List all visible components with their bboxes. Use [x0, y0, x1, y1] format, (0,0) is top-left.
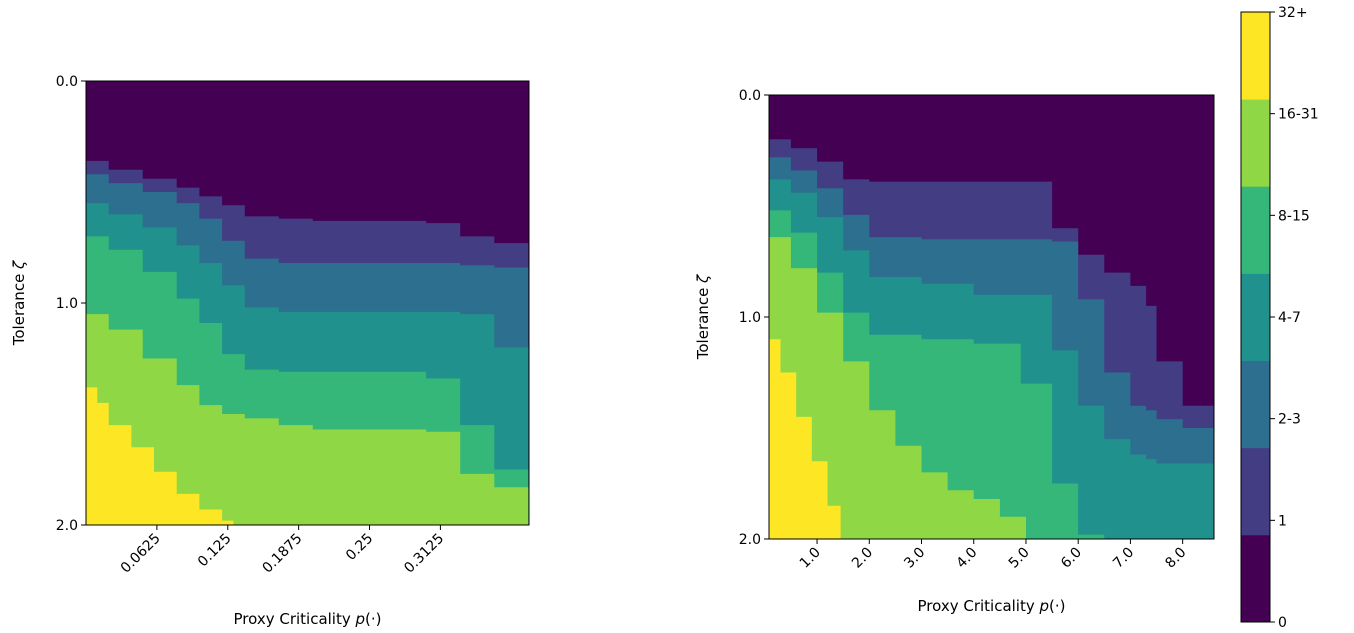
y-tick-label: 0.0 [739, 88, 761, 104]
x-tick-label: 8.0 [1162, 545, 1189, 572]
y-axis-label: Tolerance ζ [694, 274, 712, 360]
x-axis-label: Proxy Criticality p(·) [917, 597, 1065, 615]
x-tick-label: 4.0 [954, 545, 981, 572]
colorbar-swatch-32+ [1241, 12, 1270, 100]
colorbar-swatch-0 [1241, 534, 1270, 623]
left-heatmap-panel: 0.0 1.0 2.0 0.0625 0.125 0.1875 0.25 0.3125 Prox… [10, 74, 530, 628]
colorbar-tick-label: 16-31 [1278, 107, 1319, 123]
y-tick-label: 1.0 [739, 310, 761, 326]
y-axis-label: Tolerance ζ [10, 260, 28, 346]
heatmap-regions [769, 95, 1214, 539]
x-tick-label: 6.0 [1058, 545, 1085, 572]
colorbar-swatch-16-31 [1241, 99, 1270, 187]
x-tick-label: 0.0625 [118, 531, 164, 577]
colorbar-swatch-1 [1241, 447, 1270, 536]
x-tick-label: 1.0 [797, 545, 824, 572]
y-tick-label: 2.0 [56, 518, 78, 534]
colorbar-tick-label: 32+ [1278, 5, 1308, 21]
region-level-32+ [769, 339, 841, 539]
x-tick-label: 5.0 [1006, 545, 1033, 572]
y-tick-label: 1.0 [56, 296, 78, 312]
colorbar-swatch-2-3 [1241, 360, 1270, 449]
right-heatmap-panel: 0.0 1.0 2.0 1.0 2.0 3.0 4.0 5.0 6.0 7.0 8.0 Proxy C… [694, 88, 1215, 615]
y-tick-label: 2.0 [739, 532, 761, 548]
region-level-16-31 [86, 314, 529, 525]
colorbar-tick-label: 8-15 [1278, 208, 1310, 224]
y-tick-label: 0.0 [56, 74, 78, 90]
x-tick-label: 0.1875 [260, 531, 306, 577]
colorbar-tick-label: 4-7 [1278, 310, 1301, 326]
region-level-16-31 [769, 237, 1214, 539]
heatmap-regions [86, 81, 529, 525]
region-level-32+ [86, 387, 234, 525]
x-tick-label: 0.125 [195, 531, 235, 571]
colorbar: 0 1 2-3 4-7 8-15 16-31 32+ [1240, 5, 1319, 631]
x-tick-label: 2.0 [849, 545, 876, 572]
x-tick-label: 3.0 [901, 545, 928, 572]
colorbar-swatch-8-15 [1241, 186, 1270, 274]
x-tick-label: 7.0 [1110, 545, 1137, 572]
colorbar-tick-label: 2-3 [1278, 412, 1301, 428]
colorbar-swatch-4-7 [1241, 273, 1270, 361]
x-axis-label: Proxy Criticality p(·) [233, 610, 381, 628]
x-tick-label: 0.3125 [401, 531, 447, 577]
colorbar-tick-label: 0 [1278, 615, 1287, 631]
colorbar-tick-label: 1 [1278, 513, 1287, 529]
x-tick-label: 0.25 [343, 531, 376, 564]
